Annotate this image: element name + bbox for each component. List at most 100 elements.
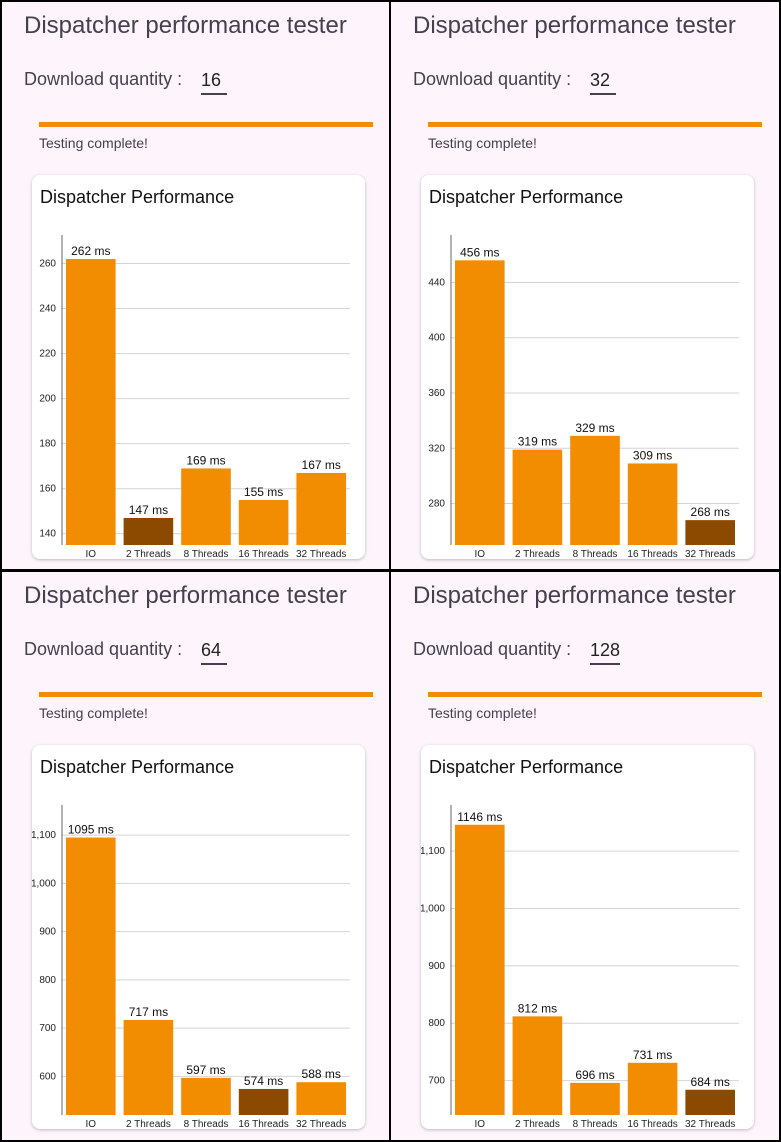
y-tick-label: 440	[428, 277, 445, 288]
x-tick-label: 16 Threads	[238, 549, 288, 559]
y-tick-label: 1,100	[421, 846, 445, 857]
y-tick-label: 320	[428, 443, 445, 454]
data-label: 717 ms	[129, 1005, 168, 1019]
data-label: 696 ms	[575, 1068, 614, 1082]
data-label: 588 ms	[302, 1067, 341, 1081]
bar	[123, 1019, 174, 1115]
x-tick-label: 32 Threads	[296, 549, 346, 559]
chart-card: Dispatcher Performance 600 700 800 900 1,000…	[32, 745, 365, 1129]
data-label: 262 ms	[71, 244, 110, 258]
bar	[685, 520, 735, 545]
y-tick-label: 1,000	[421, 904, 445, 915]
data-label: 1095 ms	[68, 823, 114, 837]
x-tick-label: 2 Threads	[515, 1119, 560, 1129]
y-tick-label: 180	[39, 439, 56, 450]
app-title: Dispatcher performance tester	[24, 582, 347, 609]
y-tick-label: 240	[39, 304, 56, 315]
download-quantity-label: Download quantity :	[413, 639, 572, 659]
data-label: 731 ms	[633, 1048, 672, 1062]
data-label: 456 ms	[460, 245, 499, 259]
progress-bar	[428, 122, 762, 127]
download-quantity-label: Download quantity :	[24, 639, 183, 659]
bar	[455, 824, 505, 1115]
bar	[685, 1089, 735, 1115]
download-quantity-label: Download quantity :	[413, 69, 572, 89]
progress-bar	[39, 692, 373, 697]
progress-bar-fill	[39, 122, 373, 127]
progress-bar-fill	[428, 692, 762, 697]
status-text: Testing complete!	[39, 135, 148, 151]
download-quantity-input[interactable]	[201, 638, 227, 665]
chart-title: Dispatcher Performance	[40, 757, 235, 777]
data-label: 155 ms	[244, 485, 283, 499]
x-tick-label: IO	[475, 1119, 486, 1129]
bar	[181, 1077, 231, 1115]
x-tick-label: 2 Threads	[515, 549, 560, 559]
status-text: Testing complete!	[39, 705, 148, 721]
status-text: Testing complete!	[428, 705, 537, 721]
bar	[570, 435, 620, 545]
download-quantity-input[interactable]	[590, 68, 616, 95]
bar	[455, 260, 505, 545]
data-label: 329 ms	[575, 421, 614, 435]
data-label: 684 ms	[691, 1075, 730, 1089]
bar	[512, 1016, 563, 1115]
y-tick-label: 900	[428, 961, 445, 972]
progress-bar	[428, 692, 762, 697]
download-quantity-input[interactable]	[201, 68, 227, 95]
bar-chart: 600 700 800 900 1,000 1,100 1095 ms IO 717 ms 2 T…	[32, 805, 350, 1129]
x-tick-label: 16 Threads	[627, 549, 677, 559]
bar-chart: 280 320 360 400 440 456 ms IO 319 ms 2 Threads 32…	[428, 235, 739, 559]
data-label: 147 ms	[129, 503, 168, 517]
y-tick-label: 140	[39, 529, 56, 540]
download-quantity-label: Download quantity :	[24, 69, 183, 89]
y-tick-label: 360	[428, 388, 445, 399]
bar	[627, 1062, 678, 1115]
bar-chart: 700 800 900 1,000 1,100 1146 ms IO 812 ms 2 Thre…	[421, 805, 739, 1129]
progress-bar-fill	[39, 692, 373, 697]
data-label: 169 ms	[186, 453, 225, 467]
panel-quantity-64: Dispatcher performance tester Download q…	[2, 572, 389, 1140]
x-tick-label: 8 Threads	[573, 549, 618, 559]
x-tick-label: 16 Threads	[627, 1119, 677, 1129]
y-tick-label: 600	[39, 1071, 56, 1082]
y-tick-label: 800	[39, 975, 56, 986]
download-quantity-input[interactable]	[590, 638, 620, 665]
y-tick-label: 200	[39, 394, 56, 405]
y-tick-label: 260	[39, 259, 56, 270]
chart-card: Dispatcher Performance 700 800 900 1,000 1,1…	[421, 745, 754, 1129]
x-tick-label: 32 Threads	[685, 549, 735, 559]
chart-card: Dispatcher Performance 280 320 360 400 440 45…	[421, 175, 754, 559]
x-tick-label: IO	[475, 549, 486, 559]
y-tick-label: 280	[428, 499, 445, 510]
bar-chart: 140 160 180 200 220 240 260 262 ms IO 147 ms 2 Thr…	[39, 235, 350, 559]
panel-quantity-128: Dispatcher performance tester Download q…	[391, 572, 779, 1140]
x-tick-label: 8 Threads	[184, 1119, 229, 1129]
bar	[66, 837, 116, 1115]
bar	[627, 463, 678, 545]
status-text: Testing complete!	[428, 135, 537, 151]
bar	[238, 499, 289, 545]
y-tick-label: 1,100	[32, 830, 56, 841]
y-tick-label: 800	[428, 1018, 445, 1029]
x-tick-label: 16 Threads	[238, 1119, 288, 1129]
app-title: Dispatcher performance tester	[413, 582, 736, 609]
data-label: 574 ms	[244, 1074, 283, 1088]
panel-quantity-16: Dispatcher performance tester Download q…	[2, 2, 389, 569]
y-tick-label: 160	[39, 484, 56, 495]
x-tick-label: IO	[86, 549, 97, 559]
data-label: 597 ms	[186, 1063, 225, 1077]
x-tick-label: 8 Threads	[573, 1119, 618, 1129]
x-tick-label: 2 Threads	[126, 549, 171, 559]
x-tick-label: 32 Threads	[296, 1119, 346, 1129]
bar	[238, 1088, 289, 1115]
data-label: 167 ms	[302, 458, 341, 472]
bar	[181, 468, 231, 545]
chart-card: Dispatcher Performance 140 160 180 200 220 24…	[32, 175, 365, 559]
bar	[66, 259, 116, 545]
y-tick-label: 700	[428, 1076, 445, 1087]
y-tick-label: 700	[39, 1023, 56, 1034]
bar	[123, 517, 174, 545]
data-label: 319 ms	[518, 435, 557, 449]
